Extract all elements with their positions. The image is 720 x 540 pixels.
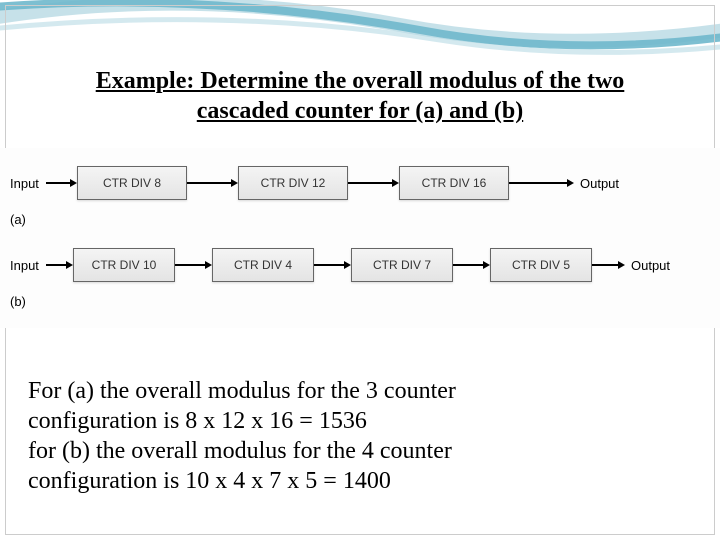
counter-box: CTR DIV 10 bbox=[73, 248, 175, 282]
counter-chain-a: Input CTR DIV 8 CTR DIV 12 CTR DIV 16 Output bbox=[0, 166, 720, 200]
page-title: Example: Determine the overall modulus o… bbox=[0, 66, 720, 126]
counter-box: CTR DIV 5 bbox=[490, 248, 592, 282]
output-label: Output bbox=[574, 176, 619, 191]
counter-chain-b: Input CTR DIV 10 CTR DIV 4 CTR DIV 7 CTR DIV… bbox=[0, 248, 720, 282]
answer-line-2: configuration is 8 x 12 x 16 = 1536 bbox=[28, 408, 367, 434]
title-line-2: cascaded counter for (a) and (b) bbox=[197, 98, 523, 124]
title-line-1: Example: Determine the overall modulus o… bbox=[96, 68, 625, 94]
output-label: Output bbox=[625, 258, 670, 273]
arrow bbox=[187, 182, 238, 184]
arrow bbox=[46, 182, 77, 184]
counter-box: CTR DIV 4 bbox=[212, 248, 314, 282]
arrow bbox=[46, 264, 73, 266]
arrow bbox=[175, 264, 212, 266]
answer-line-3: for (b) the overall modulus for the 4 co… bbox=[28, 438, 452, 464]
arrow bbox=[592, 264, 625, 266]
answer-line-1: For (a) the overall modulus for the 3 co… bbox=[28, 378, 456, 404]
arrow bbox=[314, 264, 351, 266]
arrow bbox=[453, 264, 490, 266]
answer-text: For (a) the overall modulus for the 3 co… bbox=[28, 376, 688, 496]
input-label: Input bbox=[0, 176, 46, 191]
sub-label-a: (a) bbox=[10, 212, 26, 227]
counter-box: CTR DIV 16 bbox=[399, 166, 509, 200]
sub-label-b: (b) bbox=[10, 294, 26, 309]
counter-box: CTR DIV 12 bbox=[238, 166, 348, 200]
diagram-area: Input CTR DIV 8 CTR DIV 12 CTR DIV 16 Output… bbox=[0, 148, 720, 328]
counter-box: CTR DIV 7 bbox=[351, 248, 453, 282]
answer-line-4: configuration is 10 x 4 x 7 x 5 = 1400 bbox=[28, 468, 391, 494]
counter-box: CTR DIV 8 bbox=[77, 166, 187, 200]
input-label: Input bbox=[0, 258, 46, 273]
decorative-swoosh bbox=[0, 0, 720, 70]
arrow bbox=[509, 182, 574, 184]
arrow bbox=[348, 182, 399, 184]
